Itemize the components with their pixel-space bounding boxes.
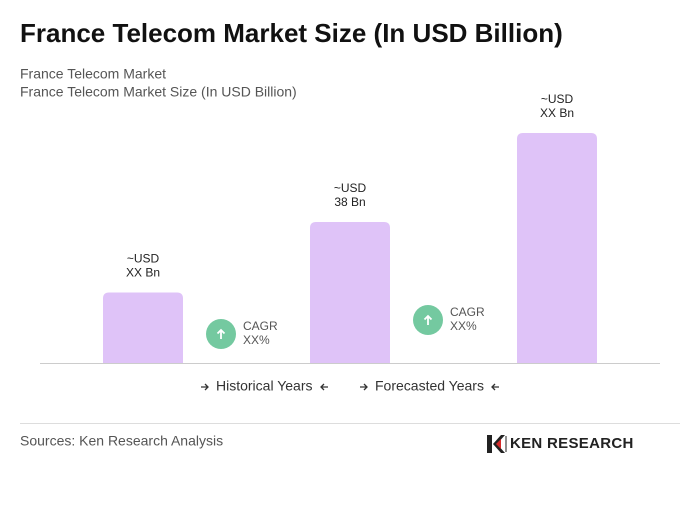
value-label: 38 Bn — [334, 195, 365, 209]
bar — [310, 222, 390, 363]
source: Sources: Ken Research Analysis — [20, 433, 223, 449]
cagr-arrow — [423, 314, 433, 325]
legend-arrow — [320, 383, 328, 391]
cagr-label: XX% — [243, 333, 270, 347]
legend-arrow — [201, 383, 209, 391]
cagr-arrow — [216, 328, 226, 339]
cagr-label: CAGR — [450, 305, 485, 319]
value-label: XX Bn — [126, 266, 160, 280]
legend-arrow — [360, 383, 368, 391]
cagr-label: CAGR — [243, 319, 278, 333]
value-label: ~USD — [127, 252, 160, 266]
legend-label: Historical Years — [216, 378, 313, 394]
value-label: ~USD — [541, 92, 574, 106]
cagr-label: XX% — [450, 319, 477, 333]
value-label: XX Bn — [540, 106, 574, 120]
logo-text: KEN RESEARCH — [510, 435, 634, 452]
value-label: ~USD — [334, 181, 367, 195]
bar — [517, 133, 597, 363]
legend-label: Forecasted Years — [375, 378, 484, 394]
bar — [103, 292, 183, 363]
chart-title: France Telecom Market Size (In USD Billi… — [20, 18, 563, 48]
subtitle: France Telecom Market Size (In USD Billi… — [20, 84, 297, 100]
legend-arrow — [491, 383, 499, 391]
subtitle: France Telecom Market — [20, 66, 166, 82]
logo-icon — [496, 439, 501, 449]
